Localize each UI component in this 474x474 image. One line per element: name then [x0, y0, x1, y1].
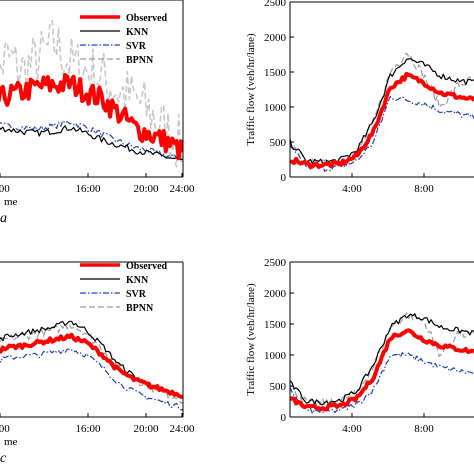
series-line-svr — [0, 120, 183, 162]
series-line-svr — [290, 352, 474, 415]
x-tick-label: 24:00 — [169, 183, 195, 195]
series-line-observed — [290, 328, 474, 412]
legend-label-svr: SVR — [126, 41, 147, 52]
plot-area — [290, 312, 474, 415]
panel-d: 0 500 1000 1500 2000 2500 4:00 8:00 Traffic flow… — [245, 257, 474, 435]
x-tick-label: 0:00 — [0, 183, 10, 195]
panel-b: 0 500 1000 1500 2000 2500 4:00 8:00 Traffic flow… — [245, 0, 474, 195]
x-tick-label: 20:00 — [133, 423, 159, 435]
x-axis-label: me — [4, 196, 18, 208]
panel-c: 0:00 16:00 20:00 24:00 me c Observed KNN SVR BPNN — [0, 261, 195, 466]
series-line-bpnn — [0, 19, 183, 168]
series-line-svr — [0, 348, 183, 411]
y-tick-label: 2500 — [264, 0, 287, 9]
x-tick-label: 8:00 — [414, 423, 434, 435]
series-line-observed — [290, 71, 474, 169]
series-line-svr — [290, 95, 474, 172]
y-tick-label: 1000 — [264, 102, 287, 114]
y-tick-label: 1500 — [264, 319, 287, 331]
y-tick-label: 2000 — [264, 288, 287, 300]
y-tick-label: 0 — [281, 172, 287, 184]
series-line-knn — [290, 313, 474, 406]
x-tick-label: 16:00 — [75, 183, 101, 195]
legend: Observed KNN SVR BPNN — [80, 13, 168, 66]
legend: Observed KNN SVR BPNN — [80, 261, 168, 314]
y-tick-label: 2000 — [264, 32, 287, 44]
series-line-knn — [290, 57, 474, 166]
legend-label-observed: Observed — [126, 13, 168, 24]
y-axis-label: Traffic flow (veh/hr/lane) — [245, 283, 257, 396]
y-tick-label: 0 — [281, 412, 287, 424]
x-tick-label: 4:00 — [342, 423, 362, 435]
legend-label-bpnn: BPNN — [126, 55, 154, 66]
plot-area — [0, 19, 183, 168]
x-tick-label: 20:00 — [133, 183, 159, 195]
series-line-knn — [0, 125, 183, 160]
x-tick-label: 24:00 — [169, 423, 195, 435]
plot-area — [290, 52, 474, 172]
panel-a: 0:00 16:00 20:00 24:00 me a Observed KNN SVR BPNN — [0, 0, 195, 226]
y-tick-label: 1000 — [264, 350, 287, 362]
y-tick-label: 2500 — [264, 257, 287, 269]
x-tick-label: 8:00 — [414, 183, 434, 195]
legend-label-knn: KNN — [126, 275, 149, 286]
legend-label-bpnn: BPNN — [126, 303, 154, 314]
y-axis-label: Traffic flow (veh/hr/lane) — [245, 33, 257, 146]
series-line-observed — [0, 73, 183, 161]
panel-label: a — [0, 211, 7, 226]
x-tick-label: 0:00 — [0, 423, 10, 435]
series-line-observed — [0, 332, 183, 399]
plot-area — [0, 320, 183, 411]
x-tick-label: 4:00 — [342, 183, 362, 195]
y-tick-label: 500 — [270, 137, 287, 149]
series-line-bpnn — [290, 312, 474, 407]
x-axis-label: me — [4, 436, 18, 448]
y-tick-label: 500 — [270, 381, 287, 393]
panel-label: c — [0, 451, 7, 466]
legend-label-svr: SVR — [126, 289, 147, 300]
x-tick-label: 16:00 — [75, 423, 101, 435]
y-tick-label: 1500 — [264, 67, 287, 79]
legend-label-knn: KNN — [126, 27, 149, 38]
legend-label-observed: Observed — [126, 261, 168, 272]
